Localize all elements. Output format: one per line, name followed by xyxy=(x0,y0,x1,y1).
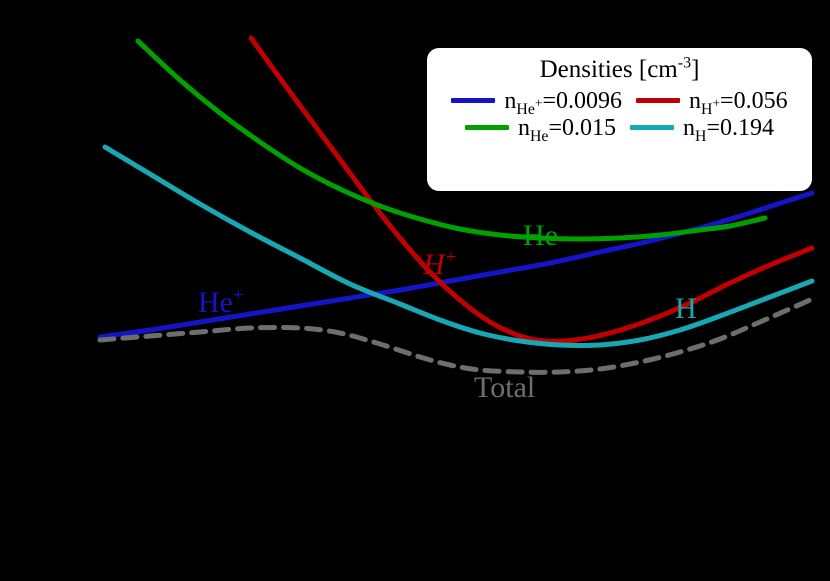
legend-subsup-he-plus: + xyxy=(534,95,543,111)
legend-symbol-h-plus: n xyxy=(689,87,702,114)
legend-row-2: nHe=0.015 nH=0.194 xyxy=(441,114,798,144)
legend-swatch-he xyxy=(465,125,509,131)
legend-sub-h: H xyxy=(695,127,707,145)
legend-swatch-h xyxy=(630,125,675,131)
curve-he xyxy=(135,38,768,242)
curve-label-h-text: H xyxy=(675,292,697,325)
legend-swatch-h-plus xyxy=(636,98,681,104)
legend-text-he-plus: nHe+=0.0096 xyxy=(504,87,623,117)
curve-label-total-text: Total xyxy=(474,371,536,404)
curve-label-h-plus: H+ xyxy=(423,247,458,281)
legend-title-main: Densities [cm xyxy=(539,56,678,83)
curve-label-he-text: He xyxy=(523,219,558,252)
curve-total xyxy=(97,297,813,375)
curve-label-h-plus-text: H xyxy=(423,248,445,281)
legend-subsup-h-plus: + xyxy=(712,95,721,111)
legend-text-h-plus: nH+=0.056 xyxy=(689,87,788,117)
legend-value-h: =0.194 xyxy=(706,114,774,141)
curve-label-total: Total xyxy=(474,373,535,403)
curve-he-plus xyxy=(97,190,815,340)
curve-label-h-plus-sup: + xyxy=(444,247,458,268)
legend-sub-he-plus: He xyxy=(516,100,535,118)
legend-text-he: nHe=0.015 xyxy=(518,114,617,144)
curve-label-he-plus: He+ xyxy=(198,285,244,319)
legend-text-h: nH=0.194 xyxy=(683,114,774,144)
legend-value-he-plus: =0.0096 xyxy=(542,87,623,114)
legend-title-exponent: -3 xyxy=(677,54,692,72)
legend-value-he: =0.015 xyxy=(548,114,617,141)
legend-symbol-h: n xyxy=(683,114,696,141)
legend-value-h-plus: =0.056 xyxy=(720,87,788,114)
curve-label-he: He xyxy=(523,221,558,251)
legend-entry-he[interactable]: nHe=0.015 xyxy=(465,114,617,144)
legend-symbol-he: n xyxy=(518,114,530,141)
legend-box: Densities [cm-3] nHe+=0.0096 nH+=0.056 n… xyxy=(425,46,814,193)
legend-sub-h-plus: H xyxy=(701,100,713,118)
legend-row-1: nHe+=0.0096 nH+=0.056 xyxy=(441,87,798,117)
curve-label-he-plus-text: He xyxy=(198,286,233,319)
curve-label-he-plus-sup: + xyxy=(232,285,244,306)
curve-h xyxy=(102,144,815,349)
curve-label-h: H xyxy=(675,294,697,324)
legend-entry-h-plus[interactable]: nH+=0.056 xyxy=(636,87,788,117)
legend-symbol-he-plus: n xyxy=(504,87,517,114)
legend-sub-he: He xyxy=(530,127,549,145)
curves-group xyxy=(97,35,815,375)
legend-title-tail: ] xyxy=(691,56,700,83)
legend-entry-h[interactable]: nH=0.194 xyxy=(630,114,774,144)
legend-swatch-he-plus xyxy=(451,98,496,104)
curve-h-plus xyxy=(248,35,815,344)
legend-entry-he-plus[interactable]: nHe+=0.0096 xyxy=(451,87,623,117)
legend-title: Densities [cm-3] xyxy=(441,54,798,85)
